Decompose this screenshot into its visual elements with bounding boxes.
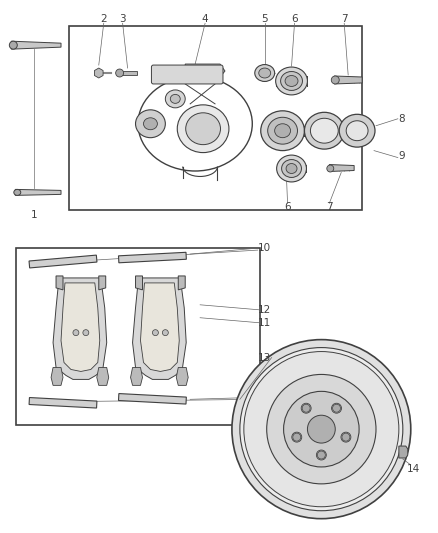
Circle shape: [292, 432, 302, 442]
Ellipse shape: [346, 121, 368, 141]
Circle shape: [302, 404, 310, 412]
Polygon shape: [53, 278, 107, 379]
Ellipse shape: [277, 155, 307, 182]
Polygon shape: [178, 276, 185, 290]
Polygon shape: [329, 165, 354, 172]
Text: 3: 3: [119, 14, 126, 25]
Polygon shape: [51, 367, 63, 385]
Text: 2: 2: [100, 14, 107, 25]
Ellipse shape: [14, 189, 21, 196]
Ellipse shape: [331, 76, 339, 84]
Ellipse shape: [276, 67, 307, 95]
Ellipse shape: [186, 113, 220, 144]
Polygon shape: [29, 255, 97, 268]
Polygon shape: [119, 71, 137, 75]
Circle shape: [341, 432, 351, 442]
Text: 1: 1: [31, 210, 38, 220]
Circle shape: [116, 69, 124, 77]
Polygon shape: [29, 398, 97, 408]
Ellipse shape: [282, 159, 301, 177]
Circle shape: [232, 340, 411, 519]
Text: 7: 7: [326, 203, 332, 212]
Ellipse shape: [255, 64, 275, 82]
Circle shape: [267, 375, 376, 484]
Text: 13: 13: [258, 352, 271, 362]
Polygon shape: [141, 283, 179, 372]
Text: 9: 9: [399, 151, 405, 160]
Circle shape: [332, 403, 342, 413]
Ellipse shape: [144, 118, 157, 130]
Circle shape: [301, 403, 311, 413]
Polygon shape: [135, 276, 142, 290]
Polygon shape: [61, 283, 100, 372]
Text: 12: 12: [258, 305, 271, 315]
Circle shape: [307, 415, 335, 443]
Ellipse shape: [268, 117, 297, 144]
Polygon shape: [119, 252, 186, 263]
Circle shape: [342, 433, 350, 441]
Text: 6: 6: [291, 14, 298, 25]
Circle shape: [332, 404, 340, 412]
Ellipse shape: [9, 41, 17, 49]
Circle shape: [152, 330, 159, 336]
Text: 10: 10: [258, 243, 271, 253]
Circle shape: [83, 330, 89, 336]
Polygon shape: [334, 76, 362, 84]
Circle shape: [244, 352, 399, 507]
Ellipse shape: [327, 165, 334, 172]
Polygon shape: [176, 367, 188, 385]
Circle shape: [293, 433, 301, 441]
Polygon shape: [15, 189, 61, 196]
Bar: [16, 248, 260, 425]
Circle shape: [162, 330, 168, 336]
Ellipse shape: [311, 118, 338, 143]
Polygon shape: [97, 367, 109, 385]
Ellipse shape: [286, 164, 297, 173]
Ellipse shape: [261, 111, 304, 151]
FancyBboxPatch shape: [152, 65, 223, 84]
Polygon shape: [119, 393, 186, 404]
Circle shape: [240, 348, 403, 511]
Polygon shape: [11, 41, 61, 49]
Polygon shape: [399, 446, 408, 458]
Circle shape: [318, 451, 325, 459]
Circle shape: [316, 450, 326, 460]
Polygon shape: [185, 64, 225, 77]
Circle shape: [283, 391, 359, 467]
Text: 6: 6: [284, 203, 291, 212]
Circle shape: [73, 330, 79, 336]
Ellipse shape: [165, 90, 185, 108]
Polygon shape: [56, 276, 63, 290]
Text: 14: 14: [407, 464, 420, 474]
Text: 5: 5: [261, 14, 268, 25]
Ellipse shape: [281, 71, 303, 91]
Ellipse shape: [259, 68, 271, 78]
Ellipse shape: [339, 114, 375, 147]
Polygon shape: [99, 276, 106, 290]
Text: 7: 7: [341, 14, 347, 25]
Ellipse shape: [170, 94, 180, 103]
Ellipse shape: [275, 124, 290, 138]
Bar: [69, 26, 362, 211]
Ellipse shape: [177, 105, 229, 152]
Text: 10: 10: [258, 392, 271, 402]
Text: 11: 11: [258, 318, 271, 328]
Text: 4: 4: [202, 14, 208, 25]
Polygon shape: [133, 278, 186, 379]
Ellipse shape: [135, 110, 165, 138]
Ellipse shape: [285, 76, 298, 86]
Polygon shape: [131, 367, 142, 385]
Ellipse shape: [304, 112, 344, 149]
Text: 8: 8: [399, 114, 405, 124]
